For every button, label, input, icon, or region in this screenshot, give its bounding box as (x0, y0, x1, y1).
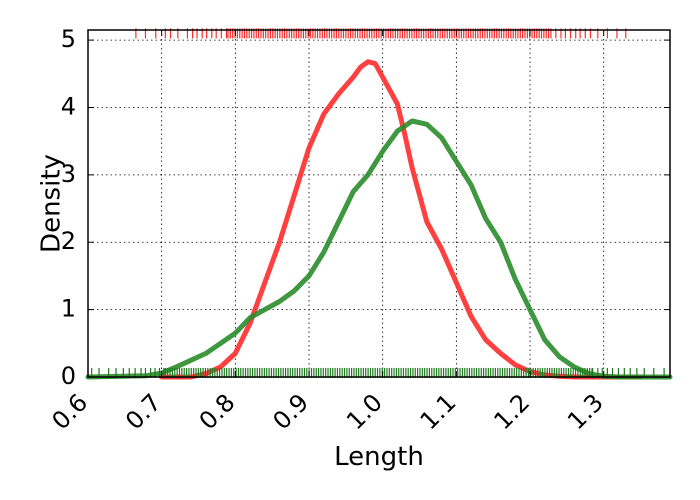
y-axis-label: Density (37, 154, 67, 253)
x-tick-label: 0.9 (267, 388, 314, 435)
y-tick-labels: 0 1 2 3 4 5 (61, 25, 76, 390)
x-tick-label: 1.0 (341, 388, 388, 435)
x-tick-label: 1.3 (562, 388, 609, 435)
x-tick-labels: 0.6 0.7 0.8 0.9 1.0 1.1 1.2 1.3 (46, 388, 608, 435)
y-tick-label: 3 (61, 160, 76, 188)
density-curve-2 (85, 118, 673, 380)
rug-marks (91, 28, 665, 378)
tick-marks (87, 30, 670, 378)
x-tick-label: 0.7 (120, 388, 167, 435)
x-tick-label: 0.6 (46, 388, 93, 435)
y-tick-label: 0 (61, 362, 76, 390)
grid-lines (87, 30, 670, 378)
plot-frame (87, 29, 671, 378)
y-tick-label: 5 (61, 25, 76, 53)
density-curve-1 (159, 59, 643, 380)
x-tick-label: 1.2 (488, 388, 535, 435)
x-tick-label: 1.1 (415, 388, 462, 435)
y-tick-label: 4 (61, 92, 76, 120)
y-tick-label: 1 (61, 295, 76, 323)
y-tick-label: 2 (61, 227, 76, 255)
series-lines (85, 59, 673, 380)
x-axis-label: Length (334, 442, 424, 472)
x-tick-label: 0.8 (194, 388, 241, 435)
